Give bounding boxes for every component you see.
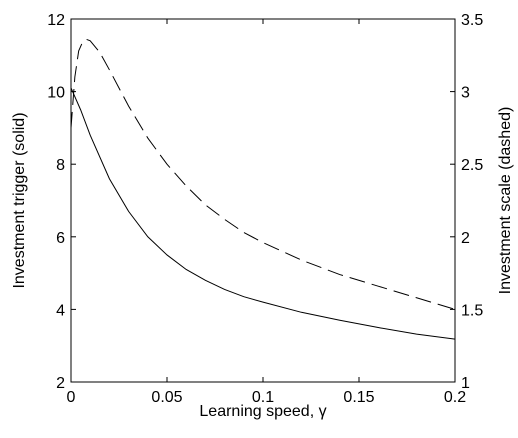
y-left-tick-label: 8	[56, 157, 65, 174]
y-right-tick-label: 3	[461, 85, 470, 102]
y-right-tick-label: 3.5	[461, 12, 483, 29]
y-right-tick-label: 2	[461, 230, 470, 247]
series-layer	[70, 38, 456, 340]
y-left-tick-label: 4	[56, 302, 65, 319]
x-tick-label: 0.2	[444, 389, 466, 406]
y-left-tick-label: 12	[47, 12, 65, 29]
y-axis-right-label: Investment scale (dashed)	[497, 107, 514, 295]
y-left-tick-label: 6	[56, 230, 65, 247]
x-tick-label: 0.15	[343, 389, 374, 406]
investment-trigger-solid-line	[70, 87, 456, 340]
x-tick-label: 0	[67, 389, 76, 406]
y-right-tick-label: 1.5	[461, 302, 483, 319]
ticks-layer: 0 0.05 0.1 0.15 0.2 2 4 6 8 10 12 1 1.5 2 2.5 3 3.5	[47, 12, 483, 406]
y-axis-left-label: Investment trigger (solid)	[11, 112, 28, 288]
investment-scale-dashed-line	[70, 38, 456, 310]
x-tick-label: 0.05	[151, 389, 182, 406]
x-axis-label: Learning speed, γ	[199, 403, 326, 420]
y-left-tick-label: 2	[56, 375, 65, 392]
y-right-tick-label: 2.5	[461, 157, 483, 174]
y-left-tick-label: 10	[47, 85, 65, 102]
y-right-tick-label: 1	[461, 375, 470, 392]
plot-frame	[70, 18, 456, 383]
x-tick-label: 0.1	[252, 389, 274, 406]
